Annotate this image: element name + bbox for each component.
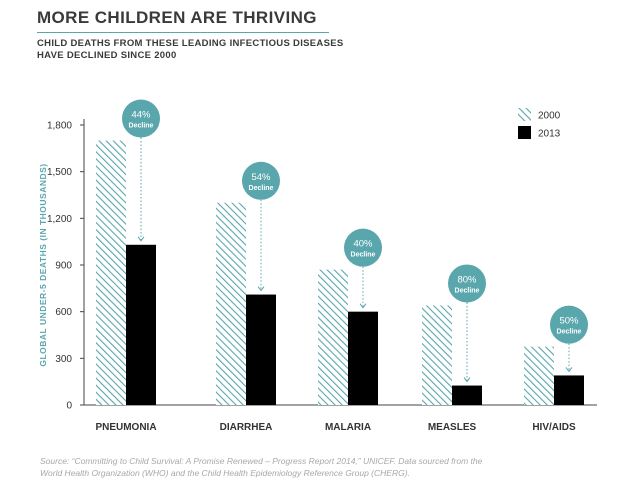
x-tick-label: MEASLES bbox=[428, 422, 477, 433]
chart-title: MORE CHILDREN ARE THRIVING bbox=[37, 8, 329, 33]
bar-2013 bbox=[452, 385, 482, 405]
decline-arrow-head bbox=[359, 303, 367, 309]
y-tick-label: 0 bbox=[66, 401, 72, 412]
annotations: 44% Decline 54% Decline 40% Decline 80% Decline… bbox=[122, 99, 588, 383]
legend-label-2013: 2013 bbox=[538, 129, 561, 140]
legend-swatch-2000 bbox=[518, 108, 531, 121]
subtitle-line-1: CHILD DEATHS FROM THESE LEADING INFECTIO… bbox=[37, 38, 344, 49]
y-axis-label: GLOBAL UNDER-5 DEATHS (IN THOUSANDS) bbox=[38, 163, 48, 366]
decline-arrow-head bbox=[463, 377, 471, 383]
bar-2013 bbox=[126, 244, 156, 405]
decline-bubble bbox=[242, 161, 280, 200]
decline-label: Decline bbox=[557, 329, 582, 336]
source-note: Source: “Committing to Child Survival: A… bbox=[40, 455, 482, 479]
x-tick-label: PNEUMONIA bbox=[95, 422, 156, 433]
bar-2000 bbox=[96, 140, 126, 406]
bar-2000 bbox=[524, 346, 554, 405]
bar-2013 bbox=[348, 311, 378, 405]
bars bbox=[96, 140, 584, 406]
decline-arrow-head bbox=[137, 236, 145, 242]
y-tick-label: 1,200 bbox=[47, 214, 72, 225]
decline-label: Decline bbox=[351, 252, 376, 259]
y-tick-label: 600 bbox=[55, 307, 72, 318]
decline-percent: 80% bbox=[457, 274, 477, 285]
decline-bubble bbox=[344, 228, 382, 267]
decline-percent: 50% bbox=[559, 316, 579, 327]
legend-swatch-2013 bbox=[518, 126, 531, 139]
bar-2000 bbox=[422, 305, 452, 405]
x-tick-label: MALARIA bbox=[325, 422, 371, 433]
decline-arrow-head bbox=[565, 367, 573, 373]
decline-label: Decline bbox=[249, 185, 274, 192]
y-tick-label: 300 bbox=[55, 354, 72, 365]
y-tick-label: 900 bbox=[55, 261, 72, 272]
decline-bubble bbox=[122, 99, 160, 138]
decline-arrow-head bbox=[257, 286, 265, 292]
axes: 0 300 600 900 1,200 1,500 1,800 GLOBAL UNDER-5 … bbox=[38, 119, 597, 433]
decline-label: Decline bbox=[129, 123, 154, 130]
x-tick-label: DIARRHEA bbox=[220, 422, 273, 433]
bar-2013 bbox=[246, 294, 276, 405]
bar-2013 bbox=[554, 375, 584, 405]
x-tick-label: HIV/AIDS bbox=[532, 422, 576, 433]
y-tick-label: 1,800 bbox=[47, 121, 72, 132]
legend-label-2000: 2000 bbox=[538, 111, 561, 122]
chart-subtitle: CHILD DEATHS FROM THESE LEADING INFECTIO… bbox=[37, 38, 343, 62]
decline-label: Decline bbox=[455, 287, 480, 294]
decline-bubble bbox=[550, 305, 588, 344]
decline-percent: 40% bbox=[353, 239, 373, 250]
decline-percent: 44% bbox=[131, 110, 151, 121]
decline-percent: 54% bbox=[251, 172, 271, 183]
y-tick-label: 1,500 bbox=[47, 167, 72, 178]
bar-2000 bbox=[318, 269, 348, 405]
source-line-2: World Health Organization (WHO) and the … bbox=[40, 468, 410, 478]
source-line-1: Source: “Committing to Child Survival: A… bbox=[40, 456, 483, 466]
bar-2000 bbox=[216, 202, 246, 405]
legend: 2000 2013 bbox=[518, 108, 561, 140]
decline-bubble bbox=[448, 264, 486, 303]
subtitle-line-2: HAVE DECLINED SINCE 2000 bbox=[37, 50, 177, 61]
